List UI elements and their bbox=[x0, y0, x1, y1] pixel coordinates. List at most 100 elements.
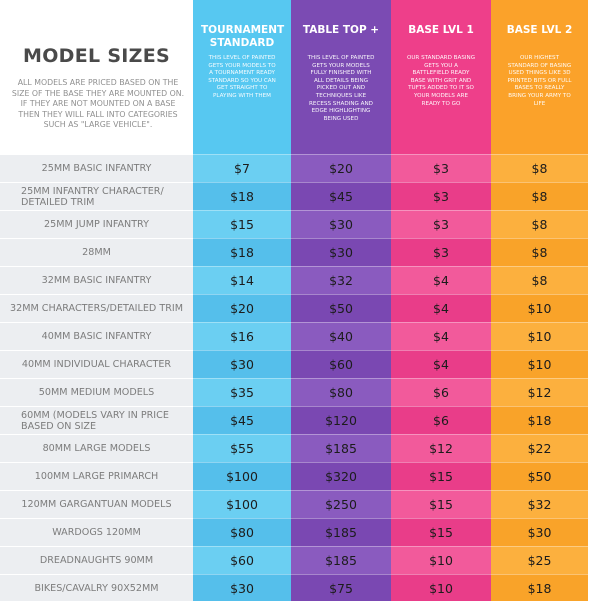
row-label: 32MM CHARACTERS/DETAILED TRIM bbox=[0, 294, 193, 322]
price-cell-base-lvl-2: $32 bbox=[491, 490, 588, 518]
price-cell-base-lvl-2: $8 bbox=[491, 182, 588, 210]
row-label: 60MM (MODELS VARY IN PRICE BASED ON SIZE bbox=[0, 406, 193, 434]
column-header-base-lvl-1: BASE LVL 1 OUR STANDARD BASING GETS YOU A… bbox=[391, 0, 491, 154]
price-cell-table-top-plus: $185 bbox=[291, 434, 391, 462]
column-header-base-lvl-2: BASE LVL 2 OUR HIGHEST STANDARD OF BASING… bbox=[491, 0, 588, 154]
row-label: 40MM INDIVIDUAL CHARACTER bbox=[0, 350, 193, 378]
price-cell-table-top-plus: $185 bbox=[291, 546, 391, 574]
price-cell-table-top-plus: $30 bbox=[291, 238, 391, 266]
row-label: 50MM MEDIUM MODELS bbox=[0, 378, 193, 406]
column-description: THIS LEVEL OF PAINTED GETS YOUR MODELS T… bbox=[208, 55, 276, 99]
row-label: 32MM BASIC INFANTRY bbox=[0, 266, 193, 294]
row-label: 25MM JUMP INFANTRY bbox=[0, 210, 193, 238]
column-description: THIS LEVEL OF PAINTED GETS YOUR MODELS F… bbox=[307, 55, 375, 122]
price-cell-base-lvl-1: $6 bbox=[391, 378, 491, 406]
price-cell-base-lvl-2: $10 bbox=[491, 350, 588, 378]
right-margin bbox=[588, 0, 590, 601]
table-row: 28MM $18 $30 $3 $8 bbox=[0, 238, 590, 266]
price-cell-tournament-standard: $80 bbox=[193, 518, 291, 546]
row-label: 80MM LARGE MODELS bbox=[0, 434, 193, 462]
table-row: 60MM (MODELS VARY IN PRICE BASED ON SIZE… bbox=[0, 406, 590, 434]
price-cell-tournament-standard: $100 bbox=[193, 462, 291, 490]
price-cell-tournament-standard: $60 bbox=[193, 546, 291, 574]
price-cell-tournament-standard: $7 bbox=[193, 154, 291, 182]
price-cell-base-lvl-1: $3 bbox=[391, 210, 491, 238]
price-cell-base-lvl-1: $15 bbox=[391, 462, 491, 490]
column-description: OUR HIGHEST STANDARD OF BASING USED THIN… bbox=[507, 55, 572, 107]
row-label: BIKES/CAVALRY 90X52MM bbox=[0, 574, 193, 601]
price-cell-tournament-standard: $30 bbox=[193, 350, 291, 378]
table-row: 100MM LARGE PRIMARCH $100 $320 $15 $50 bbox=[0, 462, 590, 490]
row-label: WARDOGS 120MM bbox=[0, 518, 193, 546]
table-row: 32MM BASIC INFANTRY $14 $32 $4 $8 bbox=[0, 266, 590, 294]
price-cell-base-lvl-2: $22 bbox=[491, 434, 588, 462]
price-cell-tournament-standard: $100 bbox=[193, 490, 291, 518]
price-cell-base-lvl-2: $18 bbox=[491, 406, 588, 434]
table-row: BIKES/CAVALRY 90X52MM $30 $75 $10 $18 bbox=[0, 574, 590, 601]
column-title: TOURNAMENT STANDARD bbox=[201, 24, 285, 49]
row-label: 25MM INFANTRY CHARACTER/ DETAILED TRIM bbox=[0, 182, 193, 210]
table-row: 40MM INDIVIDUAL CHARACTER $30 $60 $4 $10 bbox=[0, 350, 590, 378]
price-cell-base-lvl-1: $4 bbox=[391, 322, 491, 350]
price-cell-base-lvl-2: $8 bbox=[491, 210, 588, 238]
price-cell-table-top-plus: $50 bbox=[291, 294, 391, 322]
table-row: WARDOGS 120MM $80 $185 $15 $30 bbox=[0, 518, 590, 546]
price-cell-base-lvl-1: $3 bbox=[391, 238, 491, 266]
price-cell-base-lvl-1: $6 bbox=[391, 406, 491, 434]
table-row: 50MM MEDIUM MODELS $35 $80 $6 $12 bbox=[0, 378, 590, 406]
price-cell-base-lvl-1: $15 bbox=[391, 490, 491, 518]
row-label: DREADNAUGHTS 90MM bbox=[0, 546, 193, 574]
price-cell-base-lvl-1: $4 bbox=[391, 294, 491, 322]
column-title: BASE LVL 2 bbox=[506, 24, 573, 36]
price-cell-base-lvl-2: $10 bbox=[491, 294, 588, 322]
price-cell-base-lvl-1: $10 bbox=[391, 574, 491, 601]
table-row: 120MM GARGANTUAN MODELS $100 $250 $15 $32 bbox=[0, 490, 590, 518]
row-label: 28MM bbox=[0, 238, 193, 266]
column-header-tournament-standard: TOURNAMENT STANDARD THIS LEVEL OF PAINTED… bbox=[193, 0, 291, 154]
price-cell-base-lvl-1: $4 bbox=[391, 266, 491, 294]
price-cell-table-top-plus: $45 bbox=[291, 182, 391, 210]
price-cell-tournament-standard: $14 bbox=[193, 266, 291, 294]
table-row: 25MM BASIC INFANTRY $7 $20 $3 $8 bbox=[0, 154, 590, 182]
price-cell-table-top-plus: $40 bbox=[291, 322, 391, 350]
column-description: OUR STANDARD BASING GETS YOU A BATTLEFIE… bbox=[406, 55, 476, 107]
title-block: MODEL SIZES ALL MODELS ARE PRICED BASED … bbox=[0, 0, 193, 154]
column-title: TABLE TOP + bbox=[302, 24, 380, 36]
column-header-table-top-plus: TABLE TOP + THIS LEVEL OF PAINTED GETS YO… bbox=[291, 0, 391, 154]
price-cell-table-top-plus: $75 bbox=[291, 574, 391, 601]
price-cell-tournament-standard: $35 bbox=[193, 378, 291, 406]
price-cell-base-lvl-2: $30 bbox=[491, 518, 588, 546]
price-cell-base-lvl-1: $4 bbox=[391, 350, 491, 378]
price-cell-tournament-standard: $30 bbox=[193, 574, 291, 601]
table-row: DREADNAUGHTS 90MM $60 $185 $10 $25 bbox=[0, 546, 590, 574]
price-cell-base-lvl-2: $8 bbox=[491, 266, 588, 294]
price-cell-tournament-standard: $16 bbox=[193, 322, 291, 350]
price-cell-table-top-plus: $250 bbox=[291, 490, 391, 518]
price-cell-base-lvl-2: $25 bbox=[491, 546, 588, 574]
price-cell-tournament-standard: $55 bbox=[193, 434, 291, 462]
price-cell-base-lvl-1: $15 bbox=[391, 518, 491, 546]
price-cell-tournament-standard: $20 bbox=[193, 294, 291, 322]
price-cell-base-lvl-2: $18 bbox=[491, 574, 588, 601]
table-row: 40MM BASIC INFANTRY $16 $40 $4 $10 bbox=[0, 322, 590, 350]
table-row: 25MM JUMP INFANTRY $15 $30 $3 $8 bbox=[0, 210, 590, 238]
row-label: 25MM BASIC INFANTRY bbox=[0, 154, 193, 182]
price-cell-base-lvl-2: $8 bbox=[491, 238, 588, 266]
table-row: 80MM LARGE MODELS $55 $185 $12 $22 bbox=[0, 434, 590, 462]
price-cell-tournament-standard: $18 bbox=[193, 238, 291, 266]
page-title: MODEL SIZES bbox=[22, 45, 171, 67]
row-label: 120MM GARGANTUAN MODELS bbox=[0, 490, 193, 518]
row-label: 100MM LARGE PRIMARCH bbox=[0, 462, 193, 490]
price-cell-table-top-plus: $320 bbox=[291, 462, 391, 490]
price-cell-table-top-plus: $120 bbox=[291, 406, 391, 434]
price-cell-base-lvl-2: $10 bbox=[491, 322, 588, 350]
price-cell-base-lvl-1: $3 bbox=[391, 154, 491, 182]
price-cell-table-top-plus: $185 bbox=[291, 518, 391, 546]
price-cell-table-top-plus: $80 bbox=[291, 378, 391, 406]
price-cell-tournament-standard: $15 bbox=[193, 210, 291, 238]
table-row: 25MM INFANTRY CHARACTER/ DETAILED TRIM $1… bbox=[0, 182, 590, 210]
price-cell-base-lvl-1: $10 bbox=[391, 546, 491, 574]
price-cell-base-lvl-1: $3 bbox=[391, 182, 491, 210]
price-cell-table-top-plus: $30 bbox=[291, 210, 391, 238]
